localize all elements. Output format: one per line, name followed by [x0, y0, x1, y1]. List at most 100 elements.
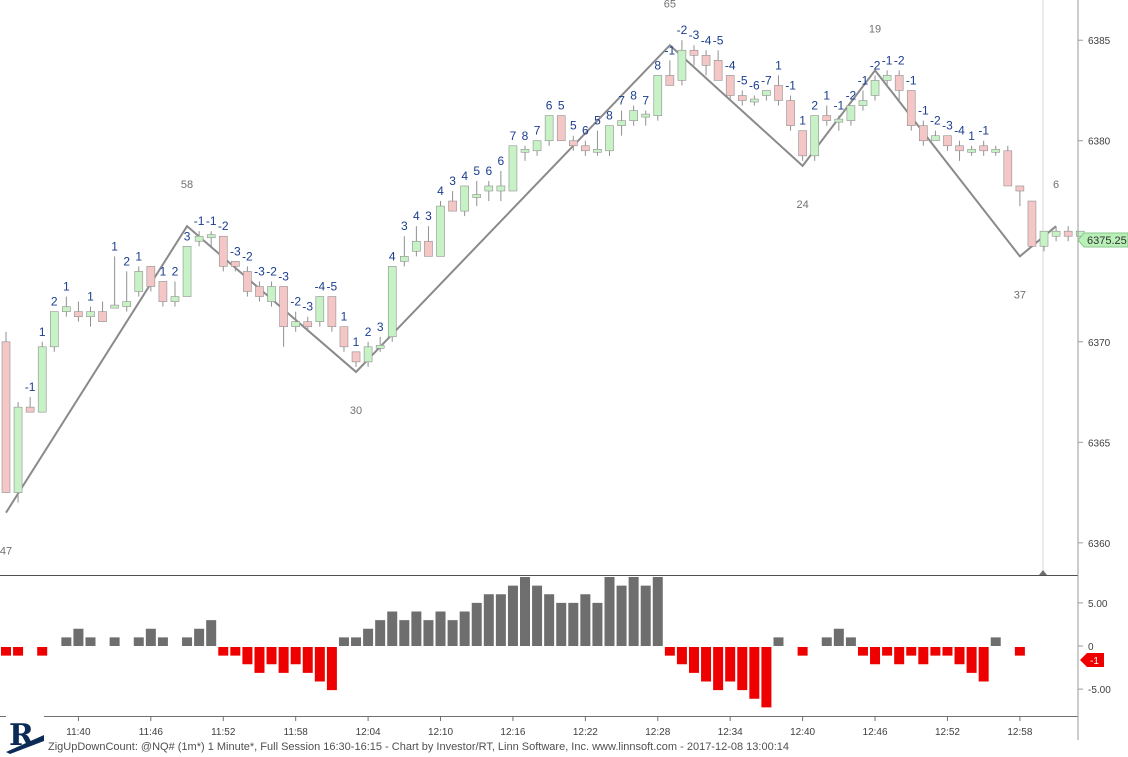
candle-body-down	[231, 261, 240, 267]
histogram-bar-positive	[495, 594, 506, 646]
pivot-bar-count-label: 24	[796, 199, 808, 211]
count-label: -5	[737, 73, 748, 87]
count-label: 1	[135, 249, 142, 263]
histogram-bar-positive	[592, 602, 603, 646]
last-value-tag-shape	[1080, 653, 1104, 667]
count-label: 4	[461, 169, 468, 183]
time-tick-label: 11:46	[139, 727, 164, 738]
candle	[37, 341, 47, 413]
candle-body-down	[255, 286, 264, 297]
candle-body-up	[460, 185, 469, 212]
candle-body-down	[713, 60, 723, 81]
count-label: -3	[278, 269, 289, 283]
candle-body-up	[520, 148, 530, 153]
candle	[231, 261, 240, 272]
histogram-bar-negative	[725, 647, 736, 682]
candle	[206, 231, 216, 247]
candle	[617, 110, 626, 136]
candle-body-up	[194, 235, 204, 242]
candle	[110, 256, 119, 309]
count-label: 8	[654, 58, 661, 72]
candle-body-down	[919, 125, 928, 142]
candle	[1, 331, 11, 493]
candle	[255, 281, 264, 302]
count-label: -2	[266, 264, 277, 278]
histogram-bar-negative	[882, 647, 893, 656]
candle-body-up	[1039, 230, 1049, 247]
histogram-bar-negative	[254, 647, 265, 673]
candle-body-down	[339, 326, 349, 348]
pivot-bar-count-label: 30	[350, 405, 362, 417]
candle	[882, 70, 892, 86]
count-label: -1	[206, 214, 217, 228]
candle-body-up	[315, 296, 325, 322]
candle-body-up	[206, 234, 216, 239]
histogram-bar-negative	[37, 647, 48, 656]
histogram-bar-positive	[399, 620, 410, 646]
candle	[955, 140, 964, 161]
candle-body-down	[568, 140, 578, 147]
candle	[400, 236, 409, 267]
candle-body-up	[846, 105, 856, 121]
histogram-bar-positive	[580, 594, 591, 646]
last-price-tag-text: 6375.25	[1087, 235, 1127, 247]
count-label: 3	[377, 320, 384, 334]
candle-body-up	[13, 406, 23, 493]
time-tick-label: 12:10	[428, 727, 453, 738]
candle-body-up	[532, 140, 542, 152]
last-price-tag: 6375.25	[1077, 232, 1128, 248]
candle-body-up	[110, 304, 119, 309]
candle-body-up	[870, 80, 880, 96]
candle	[303, 316, 313, 332]
count-label: 1	[87, 290, 94, 304]
candle-body-down	[894, 75, 904, 91]
histogram-bar-positive	[544, 594, 555, 646]
candle	[689, 45, 699, 66]
time-tick-label: 12:28	[645, 727, 670, 738]
price-tick-layer: 636063656370637563806385	[1078, 36, 1111, 550]
histogram-bar-positive	[375, 620, 386, 646]
count-label: 6	[546, 99, 553, 113]
candle	[1027, 200, 1037, 247]
candle-body-down	[98, 311, 107, 322]
time-tick-label: 11:58	[284, 727, 309, 738]
candle	[436, 201, 445, 257]
count-label: 4	[437, 184, 444, 198]
count-label: 1	[39, 325, 46, 339]
histogram-bar-positive	[338, 637, 349, 646]
candle-body-down	[955, 145, 964, 152]
count-label: 2	[123, 254, 130, 268]
histogram-bar-negative	[797, 647, 808, 656]
count-label: -5	[327, 280, 338, 294]
candle	[194, 231, 204, 247]
candle-body-down	[424, 240, 433, 257]
histogram-bar-negative	[966, 647, 977, 673]
candle	[750, 95, 759, 106]
count-label: -2	[218, 219, 229, 233]
count-label: -3	[942, 119, 953, 133]
candle	[605, 125, 614, 156]
count-label: -2	[930, 114, 941, 128]
count-label: 2	[172, 264, 179, 278]
candle	[218, 235, 228, 272]
candle	[653, 75, 663, 121]
histogram-bar-positive	[447, 620, 458, 646]
histogram-bar-positive	[833, 628, 844, 646]
histogram-bar-positive	[821, 637, 832, 646]
candle-body-down	[979, 145, 988, 152]
histogram-bar-negative	[749, 647, 760, 699]
histogram-bar-negative	[326, 647, 337, 691]
histogram-bar-positive	[145, 628, 156, 646]
candle	[629, 105, 638, 126]
candle	[762, 90, 771, 101]
candle-body-up	[49, 311, 59, 348]
count-label: -6	[749, 78, 760, 92]
count-label: 1	[775, 58, 782, 72]
candle	[448, 190, 457, 212]
count-label: -1	[978, 124, 989, 138]
candle-body-down	[448, 200, 457, 212]
candle	[387, 266, 397, 342]
count-label: -2	[870, 58, 881, 72]
count-label: -1	[25, 380, 36, 394]
